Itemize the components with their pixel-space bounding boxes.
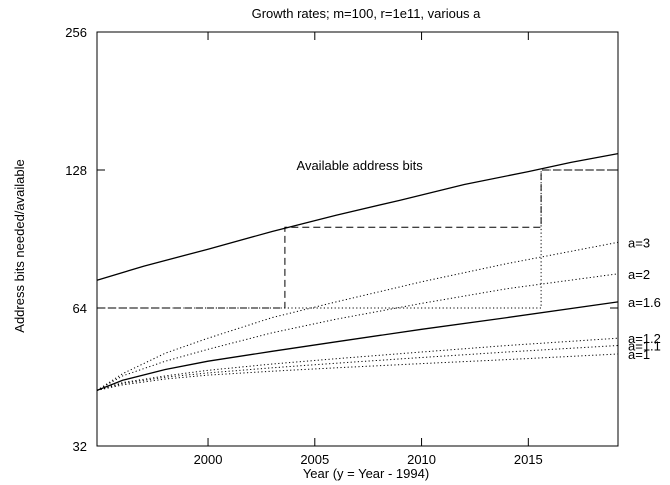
- series-line-a-2: [96, 273, 619, 391]
- series-line-a-1: [96, 353, 619, 391]
- series-line-available-address-bits: [96, 152, 619, 281]
- x-tick-label: 2015: [514, 452, 543, 467]
- series-label: a=1.2: [628, 331, 661, 346]
- y-tick-label: 256: [65, 25, 87, 40]
- series-line-a-1-1: [96, 345, 619, 391]
- series-label: a=1.1: [628, 339, 661, 354]
- y-axis-label: Address bits needed/available: [12, 159, 27, 332]
- series-label: a=2: [628, 267, 650, 282]
- x-tick-label: 2010: [407, 452, 436, 467]
- x-tick-label: 2000: [194, 452, 223, 467]
- y-tick-label: 128: [65, 163, 87, 178]
- y-tick-label: 32: [73, 439, 87, 454]
- y-tick-label: 64: [73, 301, 87, 316]
- series-line-step-1: [97, 169, 618, 309]
- plot-frame: [96, 31, 619, 447]
- annotation-label: Available address bits: [297, 158, 424, 173]
- chart-title: Growth rates; m=100, r=1e11, various a: [252, 6, 482, 21]
- series-label: a=3: [628, 235, 650, 250]
- series-label: a=1: [628, 347, 650, 362]
- x-axis-label: Year (y = Year - 1994): [303, 466, 429, 481]
- series-line-a-1-2: [96, 337, 619, 391]
- series-line-a-1-6: [96, 301, 619, 392]
- series-label: a=1.6: [628, 295, 661, 310]
- series-line-step-2: [97, 169, 618, 309]
- x-tick-label: 2005: [300, 452, 329, 467]
